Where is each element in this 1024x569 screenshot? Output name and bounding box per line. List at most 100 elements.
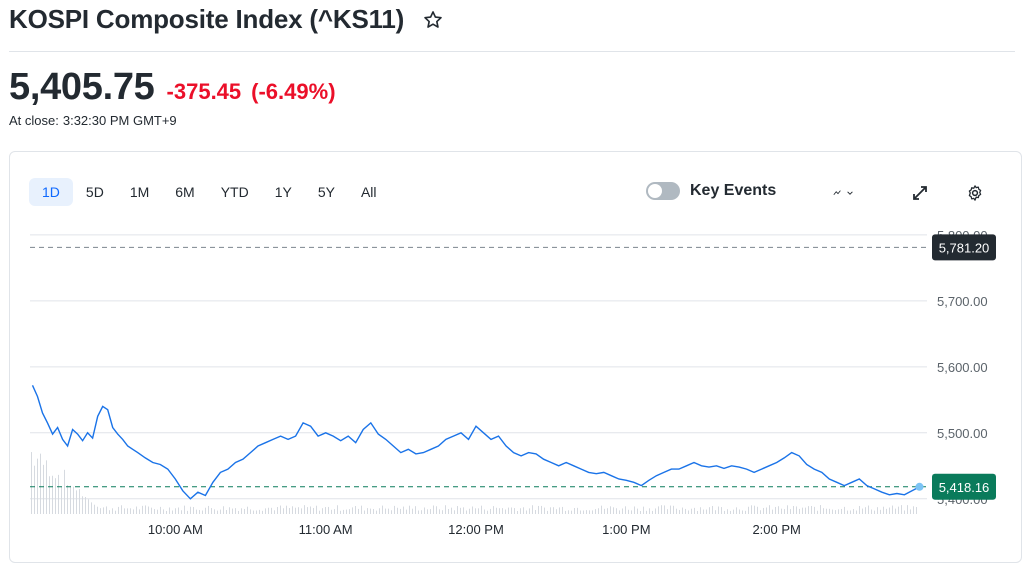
tab-5d[interactable]: 5D [85,184,104,200]
volume-bar [709,507,710,514]
expand-icon[interactable] [908,182,932,204]
volume-bar [142,505,143,514]
volume-bar [454,510,455,514]
tab-1y[interactable]: 1Y [274,184,292,200]
volume-bar [814,506,815,514]
volume-bar [676,508,677,514]
volume-bar [91,502,92,514]
volume-bar [313,507,314,514]
tab-1m[interactable]: 1M [129,184,150,200]
volume-bar [82,496,83,514]
volume-bar [88,499,89,514]
volume-bar [361,505,362,514]
volume-bar [397,507,398,514]
volume-bar [151,507,152,514]
volume-bar [736,507,737,514]
volume-bar [100,508,101,514]
volume-bar [103,507,104,514]
volume-bar [745,510,746,514]
volume-bar [748,506,749,514]
volume-bar [376,510,377,514]
volume-bar [127,508,128,514]
tab-ytd[interactable]: YTD [220,184,249,200]
y-tick-label: 5,500.00 [937,426,988,441]
volume-bar [511,507,512,514]
volume-bar [754,505,755,514]
volume-bar [130,508,131,514]
volume-bar [343,509,344,514]
volume-bar [517,510,518,514]
tab-all[interactable]: All [360,184,377,200]
volume-bar [316,505,317,514]
settings-icon[interactable] [963,182,987,204]
volume-bar [871,509,872,514]
chart-grid [30,234,927,500]
volume-bar [670,505,671,514]
volume-bar [220,509,221,514]
volume-bar [181,510,182,514]
volume-bar [529,508,530,514]
key-events-toggle[interactable]: Key Events [646,182,776,200]
volume-bar [133,509,134,514]
volume-bar [763,507,764,514]
volume-bar [502,508,503,514]
volume-bar [124,508,125,514]
volume-bar [235,508,236,514]
volume-bar [907,505,908,514]
volume-bar [535,509,536,514]
volume-bar [322,508,323,514]
volume-bar [364,510,365,514]
volume-bar [733,509,734,514]
volume-bar [355,506,356,514]
tab-1d[interactable]: 1D [29,178,73,206]
tab-6m[interactable]: 6M [175,184,195,200]
y-tick-label: 5,600.00 [937,360,988,375]
volume-bar [52,475,53,514]
volume-bar [799,508,800,514]
volume-bar [607,508,608,514]
volume-bar [559,507,560,514]
current-price-badge: 5,418.16 [932,473,996,500]
volume-bar [442,510,443,514]
volume-bar [793,506,794,514]
volume-bar [37,458,38,514]
volume-bar [451,507,452,514]
volume-bar [772,509,773,514]
volume-bar [550,507,551,514]
x-tick-label: 1:00 PM [602,522,650,537]
volume-bar [631,510,632,514]
tab-5y[interactable]: 5Y [317,184,335,200]
volume-bar [472,506,473,514]
volume-bar [439,509,440,514]
volume-bar [862,508,863,514]
star-icon[interactable] [422,9,444,31]
volume-bar [829,508,830,514]
volume-bar [85,497,86,514]
volume-bar [790,509,791,514]
volume-bar [307,507,308,514]
toggle-switch[interactable] [646,182,680,200]
volume-bar [625,506,626,514]
volume-bar [649,508,650,514]
volume-bar [571,510,572,514]
volume-bar [46,460,47,514]
chart-type-icon[interactable] [832,182,856,204]
volume-bar [229,507,230,514]
volume-bar [115,510,116,514]
volume-bar [514,508,515,514]
price-chart[interactable]: 5,800.005,700.005,600.005,500.005,400.00… [10,152,1021,562]
volume-bar [859,505,860,514]
volume-bar [694,507,695,514]
volume-bar [49,476,50,514]
volume-bar [595,509,596,514]
page-title: KOSPI Composite Index (^KS11) [9,4,405,34]
volume-bar [223,506,224,514]
volume-bar [787,505,788,514]
volume-bar [70,485,71,514]
volume-bar [73,486,74,514]
volume-bar [274,510,275,514]
volume-bar [883,506,884,514]
volume-bar [373,509,374,514]
volume-bar [259,509,260,514]
volume-bar [916,507,917,514]
